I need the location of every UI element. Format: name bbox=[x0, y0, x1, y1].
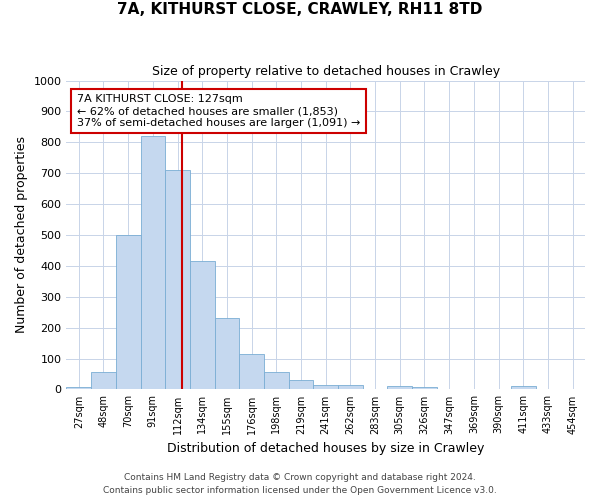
Text: 7A KITHURST CLOSE: 127sqm
← 62% of detached houses are smaller (1,853)
37% of se: 7A KITHURST CLOSE: 127sqm ← 62% of detac… bbox=[77, 94, 360, 128]
X-axis label: Distribution of detached houses by size in Crawley: Distribution of detached houses by size … bbox=[167, 442, 484, 455]
Bar bbox=[264, 372, 289, 390]
Bar bbox=[289, 380, 313, 390]
Bar bbox=[190, 261, 215, 390]
Bar bbox=[140, 136, 165, 390]
Bar bbox=[313, 385, 338, 390]
Bar bbox=[511, 386, 536, 390]
Bar bbox=[91, 372, 116, 390]
Bar bbox=[239, 354, 264, 390]
Bar bbox=[412, 387, 437, 390]
Text: Contains HM Land Registry data © Crown copyright and database right 2024.
Contai: Contains HM Land Registry data © Crown c… bbox=[103, 474, 497, 495]
Bar bbox=[67, 387, 91, 390]
Y-axis label: Number of detached properties: Number of detached properties bbox=[15, 136, 28, 334]
Title: Size of property relative to detached houses in Crawley: Size of property relative to detached ho… bbox=[152, 65, 500, 78]
Bar bbox=[165, 170, 190, 390]
Bar bbox=[338, 385, 363, 390]
Text: 7A, KITHURST CLOSE, CRAWLEY, RH11 8TD: 7A, KITHURST CLOSE, CRAWLEY, RH11 8TD bbox=[118, 2, 482, 18]
Bar bbox=[388, 386, 412, 390]
Bar bbox=[215, 318, 239, 390]
Bar bbox=[116, 235, 140, 390]
